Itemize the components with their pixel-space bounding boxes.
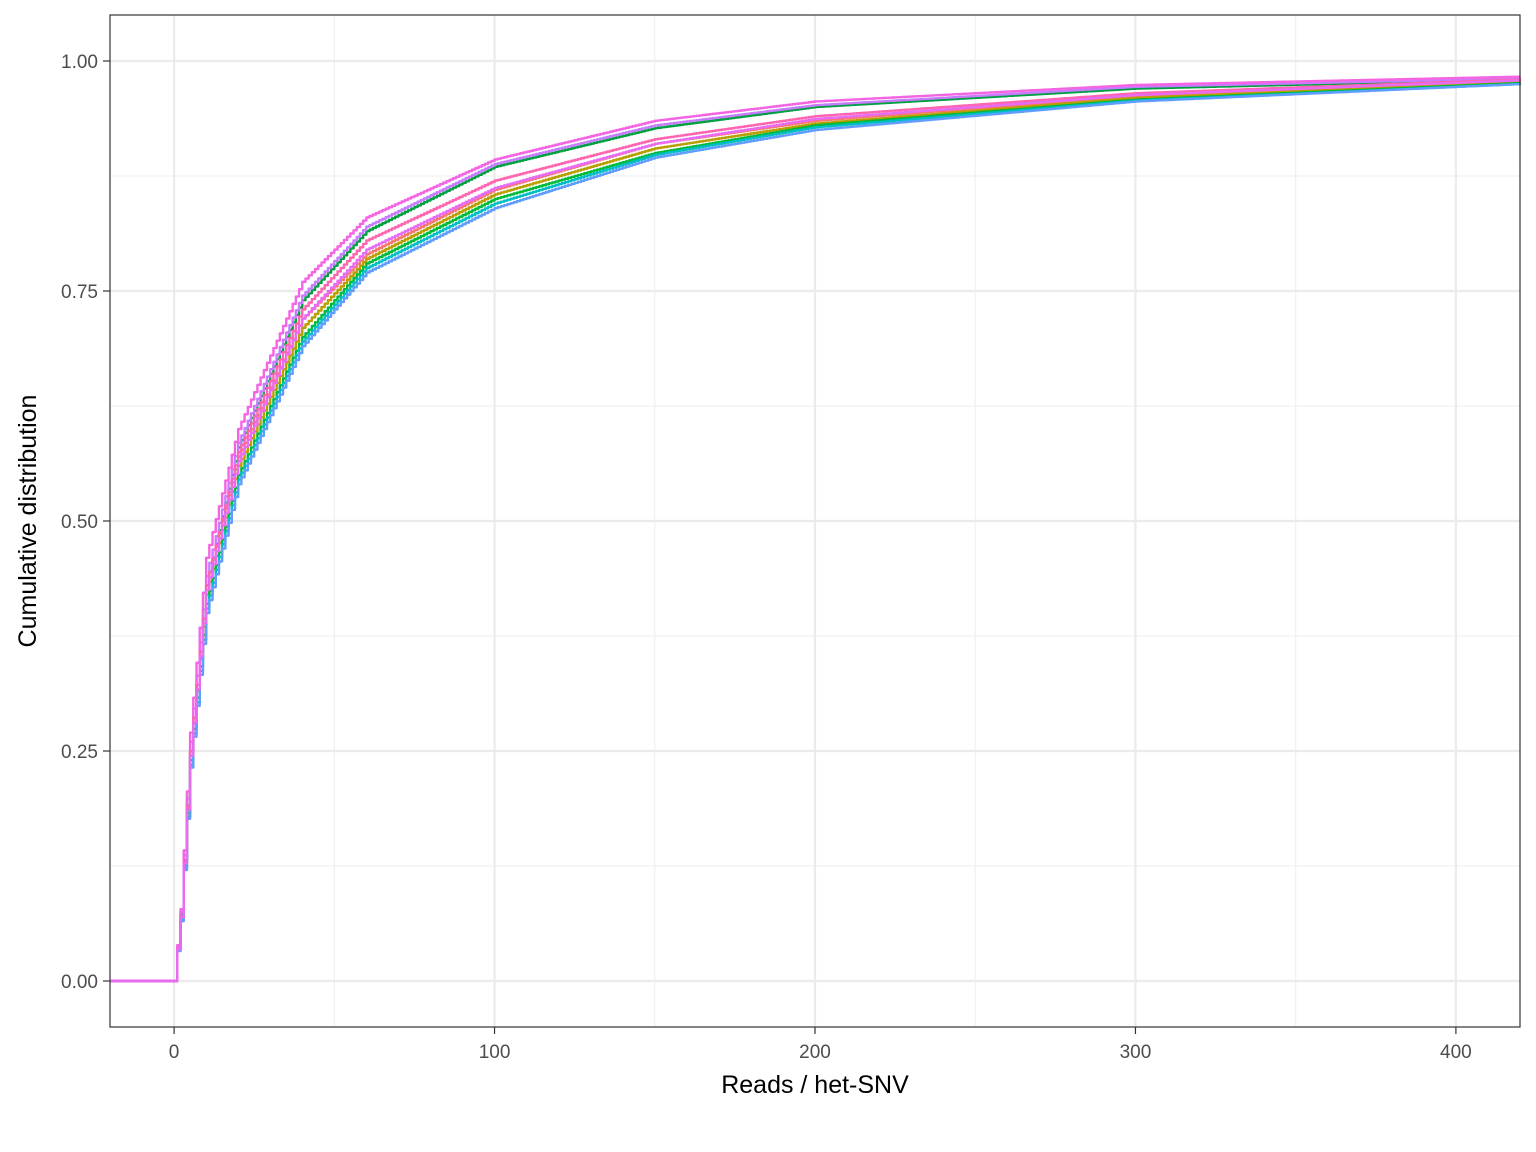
y-axis: 0.00 0.25 0.50 0.75 1.00 xyxy=(61,52,110,993)
y-tick-label: 0.25 xyxy=(61,742,98,763)
x-tick-label: 200 xyxy=(799,1042,831,1063)
x-tick-label: 400 xyxy=(1440,1042,1472,1063)
ecdf-series-line-8 xyxy=(110,75,1522,983)
y-axis-title: Cumulative distribution xyxy=(14,395,42,648)
x-axis-title: Reads / het-SNV xyxy=(721,1071,909,1099)
ecdf-series-line-7 xyxy=(110,77,1522,983)
y-tick-label: 0.00 xyxy=(61,972,98,993)
x-tick-label: 300 xyxy=(1120,1042,1152,1063)
ecdf-series-line-6 xyxy=(110,82,1522,983)
y-tick-label: 0.50 xyxy=(61,512,98,533)
x-tick-label: 0 xyxy=(169,1042,180,1063)
ecdf-series-line-4 xyxy=(110,78,1522,983)
y-tick-label: 0.75 xyxy=(61,282,98,303)
ecdf-series-line-2 xyxy=(110,81,1522,983)
major-gridlines xyxy=(110,15,1520,1027)
x-tick-label: 100 xyxy=(479,1042,511,1063)
ecdf-series-line-10 xyxy=(110,79,1522,983)
y-tick-label: 1.00 xyxy=(61,52,98,73)
series-layer xyxy=(110,75,1522,983)
ecdf-series-line-9 xyxy=(110,78,1522,983)
x-axis: 0 100 200 300 400 xyxy=(169,1027,1472,1063)
